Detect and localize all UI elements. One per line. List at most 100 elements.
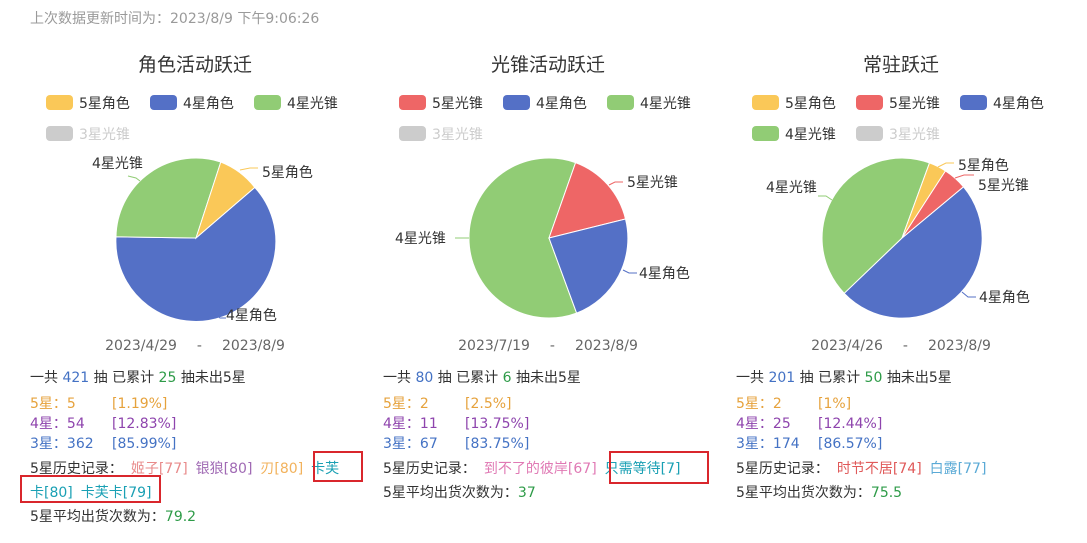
history-tag: 刃[80] bbox=[260, 461, 304, 477]
panel-title: 光锥活动跃迁 bbox=[490, 54, 605, 76]
pie-label: 5星光锥 bbox=[627, 175, 678, 191]
last-updated-text: 上次数据更新时间为：2023/8/9 下午9:06:26 bbox=[30, 11, 320, 27]
legend-item-5star-character[interactable]: 5星角色 bbox=[46, 94, 130, 114]
panel-lightcone-event: 光锥活动跃迁 5星光锥 4星角色 4星光锥 3星光锥 5星光锥 4星角色 4星光… bbox=[383, 0, 728, 543]
legend-swatch bbox=[46, 126, 73, 141]
pie-label: 4星光锥 bbox=[395, 231, 446, 247]
legend-item-3star-lightcone[interactable]: 3星光锥 bbox=[856, 125, 940, 145]
pie-label: 4星角色 bbox=[979, 289, 1030, 306]
legend-swatch bbox=[607, 95, 634, 110]
five-star-history: 5星历史记录： 时节不居[74] 白露[77] bbox=[736, 461, 987, 477]
label-line bbox=[818, 195, 833, 201]
pie-chart: 5星角色 4星光锥 4星角色 bbox=[92, 156, 313, 324]
three-star-stat: 3星：67 [83.75%] bbox=[383, 436, 530, 452]
legend-swatch bbox=[856, 126, 883, 141]
legend-item-4star-lightcone[interactable]: 4星光锥 bbox=[607, 94, 691, 114]
pie-slice-4star-lightcone bbox=[468, 157, 578, 319]
highlight-box bbox=[20, 475, 161, 503]
summary-line: 一共 80 抽 已累计 6 抽未出5星 bbox=[383, 370, 581, 386]
summary-line: 一共 201 抽 已累计 50 抽未出5星 bbox=[736, 370, 952, 386]
five-star-stat: 5星：2 [2.5%] bbox=[383, 396, 512, 412]
legend-swatch bbox=[752, 95, 779, 110]
pie-slice-4star-lightcone bbox=[821, 157, 931, 295]
history-tag: 卡[80] bbox=[30, 485, 73, 501]
legend-swatch bbox=[856, 95, 883, 110]
pie-label: 4星光锥 bbox=[766, 180, 817, 196]
legend-item-4star-lightcone[interactable]: 4星光锥 bbox=[752, 125, 836, 145]
history-tag: 银狼[80] bbox=[195, 461, 253, 477]
label-line bbox=[622, 269, 637, 274]
label-line bbox=[961, 291, 976, 298]
label-line bbox=[937, 162, 954, 168]
label-line bbox=[954, 174, 974, 179]
three-star-stat: 3星：362 [85.99%] bbox=[30, 436, 177, 452]
history-tag: 只需等待[7] bbox=[604, 461, 681, 477]
legend-swatch bbox=[960, 95, 987, 110]
panel-title: 常驻跃迁 bbox=[862, 54, 939, 76]
legend-item-4star-character[interactable]: 4星角色 bbox=[150, 94, 234, 114]
highlight-box bbox=[313, 451, 363, 482]
history-tag: 姬子[77] bbox=[130, 461, 188, 477]
legend-swatch bbox=[150, 95, 177, 110]
pie-label: 5星角色 bbox=[958, 157, 1009, 174]
five-star-history: 5星历史记录： 姬子[77] 银狼[80] 刃[80] 卡芙 bbox=[30, 461, 340, 477]
highlight-box bbox=[609, 451, 709, 484]
label-line bbox=[239, 167, 258, 171]
five-star-stat: 5星：2 [1%] bbox=[736, 396, 852, 412]
pie-slice-5star-lightcone bbox=[548, 161, 627, 239]
history-tag: 卡芙 bbox=[311, 461, 340, 477]
four-star-stat: 4星：25 [12.44%] bbox=[736, 416, 883, 432]
panel-character-event: 角色活动跃迁 5星角色 4星角色 4星光锥 3星光锥 5星角色 4星光锥 4星角… bbox=[30, 0, 375, 543]
pie-chart: 5星角色 5星光锥 4星光锥 4星角色 bbox=[766, 157, 1030, 319]
stats-block: 一共 201 抽 已累计 50 抽未出5星 5星：2 [1%] 4星：25 [12.… bbox=[736, 367, 1046, 504]
four-star-stat: 4星：54 [12.83%] bbox=[30, 416, 177, 432]
legend-item-4star-lightcone[interactable]: 4星光锥 bbox=[254, 94, 338, 114]
stats-block: 一共 421 抽 已累计 25 抽未出5星 5星：5 [1.19%] 4星：54[… bbox=[30, 367, 340, 528]
average-line: 5星平均出货次数为：37 bbox=[383, 485, 536, 501]
legend-item-5star-lightcone[interactable]: 5星光锥 bbox=[856, 94, 940, 114]
stats-block: 一共 80 抽 已累计 6 抽未出5星 5星：2 [2.5%] 4星：11 [13.… bbox=[383, 367, 693, 504]
panel-title: 角色活动跃迁 bbox=[137, 54, 252, 76]
average-line: 5星平均出货次数为：75.5 bbox=[736, 485, 903, 501]
summary-line: 一共 421 抽 已累计 25 抽未出5星 bbox=[30, 370, 246, 386]
five-star-history-cont: 卡[80] 卡芙卡[79] bbox=[30, 482, 340, 504]
label-line bbox=[215, 314, 226, 319]
history-tag: 时节不居[74] bbox=[836, 461, 922, 477]
legend-item-4star-character[interactable]: 4星角色 bbox=[503, 94, 587, 114]
date-range: 2023/4/26-2023/8/9 bbox=[811, 338, 991, 354]
five-star-history: 5星历史记录： 到不了的彼岸[67] 只需等待[7] bbox=[383, 461, 681, 477]
panel-standard-warp: 常驻跃迁 5星角色 5星光锥 4星角色 4星光锥 3星光锥 5星角色 5星光锥 … bbox=[736, 0, 1081, 543]
five-star-stat: 5星：5 [1.19%] bbox=[30, 396, 168, 412]
date-range: 2023/4/29-2023/8/9 bbox=[105, 338, 285, 354]
four-star-stat: 4星：11 [13.75%] bbox=[383, 416, 530, 432]
label-line bbox=[608, 181, 623, 186]
pie-slice-4star-character bbox=[548, 218, 629, 314]
legend-swatch bbox=[752, 126, 779, 141]
legend-swatch bbox=[399, 126, 426, 141]
legend-swatch bbox=[399, 95, 426, 110]
pie-label: 4星角色 bbox=[639, 265, 690, 282]
legend-item-3star-lightcone[interactable]: 3星光锥 bbox=[399, 125, 483, 145]
pie-chart: 5星光锥 4星角色 4星光锥 bbox=[395, 157, 690, 319]
legend-item-4star-character[interactable]: 4星角色 bbox=[960, 94, 1044, 114]
pie-label: 5星角色 bbox=[262, 164, 313, 181]
pie-label: 5星光锥 bbox=[978, 178, 1029, 194]
legend-swatch bbox=[46, 95, 73, 110]
history-tag: 卡芙卡[79] bbox=[80, 485, 152, 501]
pie-slice-4star-character bbox=[843, 186, 983, 319]
pie-slice-5star-character bbox=[194, 161, 256, 240]
legend-item-3star-lightcone[interactable]: 3星光锥 bbox=[46, 125, 130, 145]
legend-item-5star-character[interactable]: 5星角色 bbox=[752, 94, 836, 114]
three-star-stat: 3星：174 [86.57%] bbox=[736, 436, 883, 452]
pie-slice-4star-lightcone bbox=[115, 157, 222, 239]
pie-label: 4星光锥 bbox=[92, 156, 143, 172]
history-tag: 到不了的彼岸[67] bbox=[483, 461, 597, 477]
label-line bbox=[127, 175, 141, 182]
pie-label: 4星角色 bbox=[226, 307, 277, 324]
date-range: 2023/7/19-2023/8/9 bbox=[458, 338, 638, 354]
legend-swatch bbox=[503, 95, 530, 110]
legend-swatch bbox=[254, 95, 281, 110]
legend-item-5star-lightcone[interactable]: 5星光锥 bbox=[399, 94, 483, 114]
history-tag: 白露[77] bbox=[929, 461, 987, 477]
average-line: 5星平均出货次数为：79.2 bbox=[30, 509, 197, 525]
